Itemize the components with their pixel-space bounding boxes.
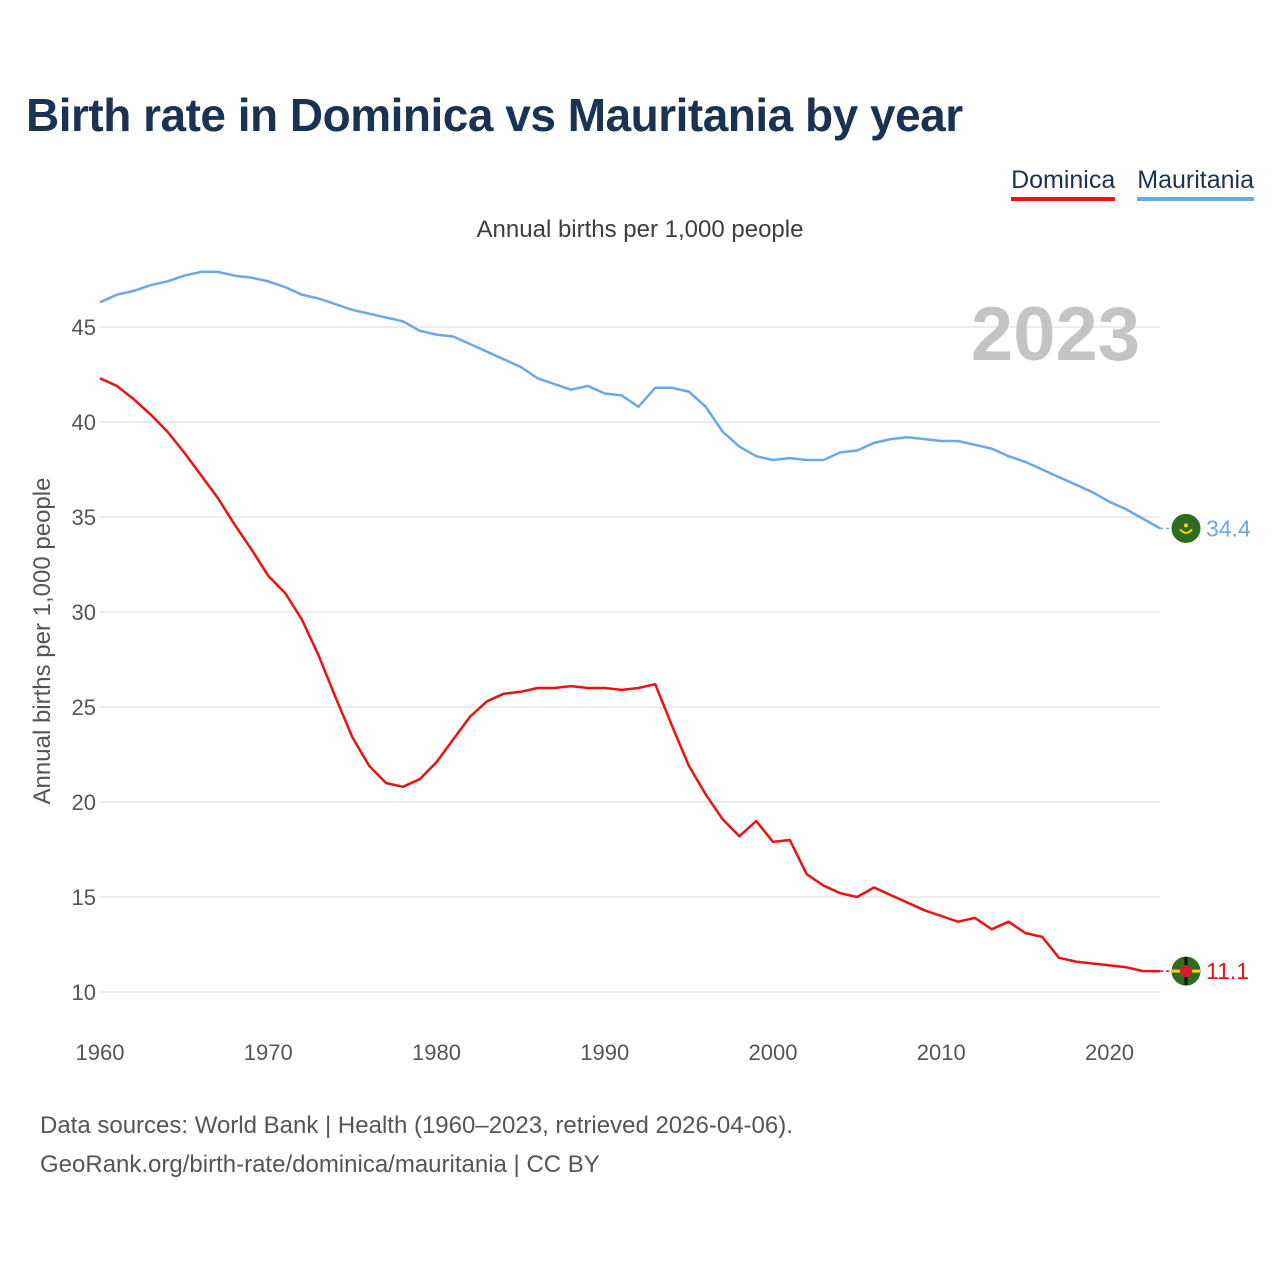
y-tick-label: 40 [72,410,96,435]
data-source-note: Data sources: World Bank | Health (1960–… [40,1112,793,1139]
x-tick-label: 2020 [1085,1040,1134,1065]
x-tick-label: 2010 [917,1040,966,1065]
y-tick-label: 25 [72,695,96,720]
chart-title: Birth rate in Dominica vs Mauritania by … [26,89,963,141]
x-tick-label: 1980 [412,1040,461,1065]
y-axis-label: Annual births per 1,000 people [29,478,56,805]
flag-disc [1180,965,1192,978]
y-tick-label: 20 [72,790,96,815]
footer: Data sources: World Bank | Health (1960–… [40,1106,793,1184]
legend-item-mauritania[interactable]: Mauritania [1137,166,1254,201]
flag-crescent [1179,528,1193,534]
source-url: GeoRank.org/birth-rate/dominica/mauritan… [40,1151,600,1178]
flag-star [1184,523,1188,528]
x-tick-label: 1970 [244,1040,293,1065]
series-line-mauritania [99,270,1161,530]
y-tick-label: 15 [72,885,96,910]
y-tick-label: 10 [72,980,96,1005]
y-tick-label: 45 [72,315,96,340]
chart-subtitle: Annual births per 1,000 people [476,216,804,243]
y-tick-label: 35 [72,505,96,530]
legend-item-dominica[interactable]: Dominica [1011,166,1116,201]
end-value-label-dominica: 11.1 [1206,958,1249,984]
x-tick-label: 1990 [580,1040,629,1065]
flag-marker-mauritania [1171,513,1201,543]
year-label: 2023 [971,292,1140,377]
end-value-label-mauritania: 34.4 [1206,515,1251,541]
legend: Dominica Mauritania [1011,166,1254,201]
series-line-dominica [99,377,1160,973]
x-tick-label: 1960 [76,1040,125,1065]
x-tick-label: 2000 [749,1040,798,1065]
y-tick-label: 30 [72,600,96,625]
